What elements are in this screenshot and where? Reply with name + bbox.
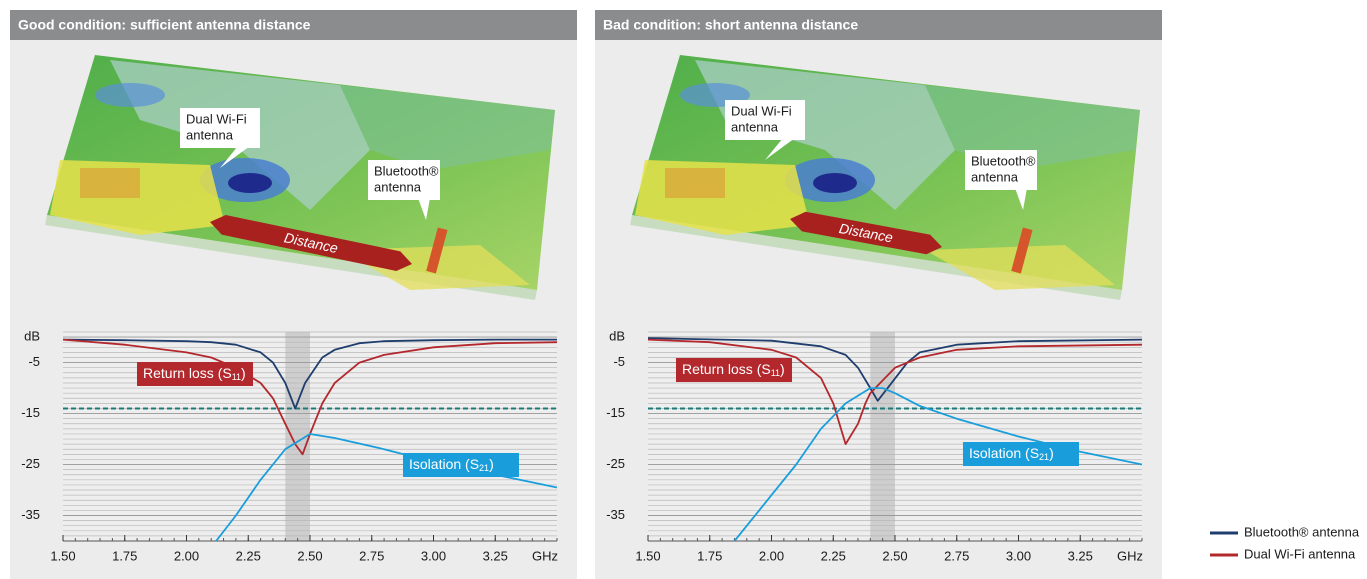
annotation-box — [676, 358, 792, 382]
callout-label: antenna — [971, 169, 1019, 184]
legend-label: Bluetooth® antenna — [1244, 524, 1360, 539]
panel-title: Good condition: sufficient antenna dista… — [18, 17, 311, 33]
annotation-text: ) — [489, 456, 494, 472]
y-tick-label: -35 — [606, 507, 625, 522]
field-dark — [228, 173, 272, 193]
series-line — [63, 338, 557, 410]
annotation-subscript: 21 — [479, 463, 489, 473]
annotation-box — [403, 453, 519, 477]
x-tick-label: 3.25 — [1068, 548, 1093, 563]
annotation-text: Return loss (S — [143, 365, 232, 381]
field-dark — [813, 173, 857, 193]
callout-pointer — [1015, 188, 1027, 210]
annotation-text: ) — [780, 361, 785, 377]
x-tick-label: 2.75 — [359, 548, 384, 563]
annotation-label: Return loss (S11) — [143, 365, 246, 383]
y-tick-label: -25 — [21, 456, 40, 471]
callout-pointer — [220, 146, 250, 168]
x-tick-label: 2.00 — [759, 548, 784, 563]
callout-pointer — [418, 198, 430, 220]
series-line — [648, 338, 1142, 445]
x-tick-label: 1.75 — [697, 548, 722, 563]
annotation-text: Isolation (S — [409, 456, 479, 472]
annotation-box — [137, 362, 253, 386]
callout-box — [368, 160, 440, 200]
field-teal — [340, 85, 555, 170]
annotation-text: Isolation (S — [969, 445, 1039, 461]
antenna-strip — [426, 227, 448, 274]
legend-label: Dual Wi-Fi antenna — [1244, 546, 1356, 561]
annotation-subscript: 21 — [1039, 452, 1049, 462]
annotation-subscript: 11 — [771, 368, 780, 378]
x-tick-label: 2.00 — [174, 548, 199, 563]
annotation-box — [963, 442, 1079, 466]
callout-box — [965, 150, 1037, 190]
x-tick-label: 2.25 — [236, 548, 261, 563]
x-tick-label: 3.00 — [421, 548, 446, 563]
annotation-text: Return loss (S — [682, 361, 771, 377]
y-tick-label: -15 — [21, 405, 40, 420]
x-tick-label: 2.50 — [882, 548, 907, 563]
connector — [665, 168, 725, 198]
callout-label: Bluetooth® — [374, 163, 439, 178]
callout-pointer — [765, 138, 795, 160]
x-tick-label: 2.25 — [821, 548, 846, 563]
y-tick-label: -5 — [613, 354, 625, 369]
panel-header — [595, 10, 1162, 40]
field-blue — [95, 83, 165, 107]
annotation-subscript: 11 — [232, 372, 241, 382]
field-light — [695, 60, 955, 210]
legend: Bluetooth® antenna Dual Wi-Fi antenna — [1210, 524, 1360, 561]
y-tick-label: -15 — [606, 405, 625, 420]
callout-label: Dual Wi-Fi — [186, 111, 247, 126]
y-tick-label: dB — [609, 329, 625, 344]
y-tick-label: -25 — [606, 456, 625, 471]
series-line — [63, 338, 557, 456]
frequency-band — [870, 332, 895, 541]
panel-header — [10, 10, 577, 40]
x-tick-label: 1.50 — [50, 548, 75, 563]
x-tick-label: 3.25 — [483, 548, 508, 563]
antenna-strip — [1011, 227, 1033, 274]
distance-arrow-shape — [790, 211, 943, 255]
x-unit-label: GHz — [532, 548, 558, 563]
y-tick-label: -35 — [21, 507, 40, 522]
x-tick-label: 1.50 — [635, 548, 660, 563]
x-tick-label: 2.75 — [944, 548, 969, 563]
callout-box — [180, 108, 260, 148]
callout-label: antenna — [374, 179, 422, 194]
annotation-label: Isolation (S21) — [969, 445, 1054, 463]
y-tick-label: dB — [24, 329, 40, 344]
annotation-text: ) — [241, 365, 246, 381]
callout-label: Dual Wi-Fi — [731, 103, 792, 118]
annotation-label: Isolation (S21) — [409, 456, 494, 474]
annotation-label: Return loss (S11) — [682, 361, 785, 379]
series-line — [648, 337, 1142, 402]
series-line — [733, 387, 1142, 541]
distance-arrow-shape — [210, 215, 413, 271]
field-teal — [925, 85, 1140, 170]
callout-box — [725, 100, 805, 140]
annotation-text: ) — [1049, 445, 1054, 461]
connector — [80, 168, 140, 198]
x-tick-label: 1.75 — [112, 548, 137, 563]
panel-title: Bad condition: short antenna distance — [603, 17, 858, 33]
callout-label: Bluetooth® — [971, 153, 1036, 168]
callout-label: antenna — [186, 127, 234, 142]
x-unit-label: GHz — [1117, 548, 1143, 563]
y-tick-label: -5 — [28, 354, 40, 369]
callout-label: antenna — [731, 119, 779, 134]
x-tick-label: 2.50 — [297, 548, 322, 563]
x-tick-label: 3.00 — [1006, 548, 1031, 563]
